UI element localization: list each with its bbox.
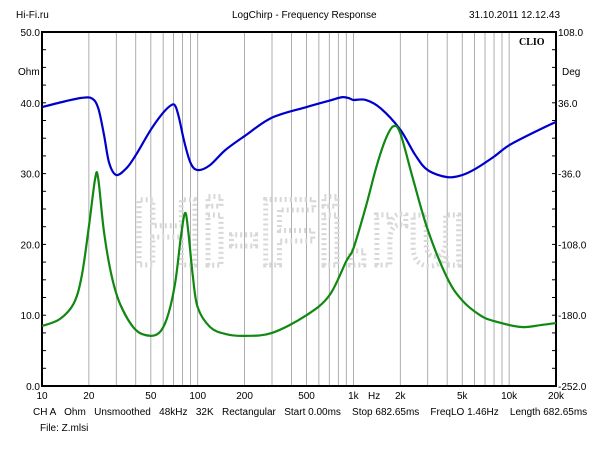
x-tick-label: 20k xyxy=(548,391,565,402)
clio-logo: CLIO xyxy=(519,37,545,48)
impedance-curve xyxy=(41,95,557,179)
phase-curve xyxy=(41,124,557,337)
y-left-tick-label: 10.0 xyxy=(21,311,41,322)
x-axis-label: Hz xyxy=(368,391,381,402)
y-right-label: Deg xyxy=(562,67,581,78)
y-left-label: Ohm xyxy=(18,67,40,78)
y-right-tick-label: -36.0 xyxy=(558,170,581,181)
file-name: File: Z.mlsi xyxy=(40,423,89,434)
x-tick-label: 100 xyxy=(189,391,206,402)
y-right-tick-label: 36.0 xyxy=(558,99,578,110)
y-right-tick-label: -108.0 xyxy=(558,240,587,251)
chart-title: LogChirp - Frequency Response xyxy=(232,10,377,21)
x-tick-label: 20 xyxy=(83,391,95,402)
header-datetime: 31.10.2011 12.12.43 xyxy=(469,10,561,21)
y-left-tick-label: 0.0 xyxy=(26,382,40,393)
measurement-settings: CH A Ohm Unsmoothed 48kHz 32K Rectangula… xyxy=(33,407,588,418)
y-right-tick-label: -180.0 xyxy=(558,311,587,322)
x-tick-label: 2k xyxy=(395,391,407,402)
y-right-tick-label: 108.0 xyxy=(558,28,583,39)
watermark-logo: Hi-Fi.ru xyxy=(133,180,465,286)
x-tick-label: 500 xyxy=(298,391,315,402)
x-tick-label: 5k xyxy=(457,391,469,402)
x-tick-label: 10k xyxy=(501,391,518,402)
y-left-tick-label: 40.0 xyxy=(21,99,41,110)
x-tick-label: 1k xyxy=(348,391,360,402)
y-left-tick-label: 20.0 xyxy=(21,240,41,251)
x-tick-label: 50 xyxy=(145,391,157,402)
y-left-tick-label: 30.0 xyxy=(21,170,41,181)
x-tick-label: 10 xyxy=(36,391,48,402)
header-site: Hi-Fi.ru xyxy=(16,10,49,21)
x-tick-label: 200 xyxy=(236,391,253,402)
plot-frame xyxy=(41,31,557,387)
y-right-tick-label: -252.0 xyxy=(558,382,587,393)
y-left-tick-label: 50.0 xyxy=(21,28,41,39)
